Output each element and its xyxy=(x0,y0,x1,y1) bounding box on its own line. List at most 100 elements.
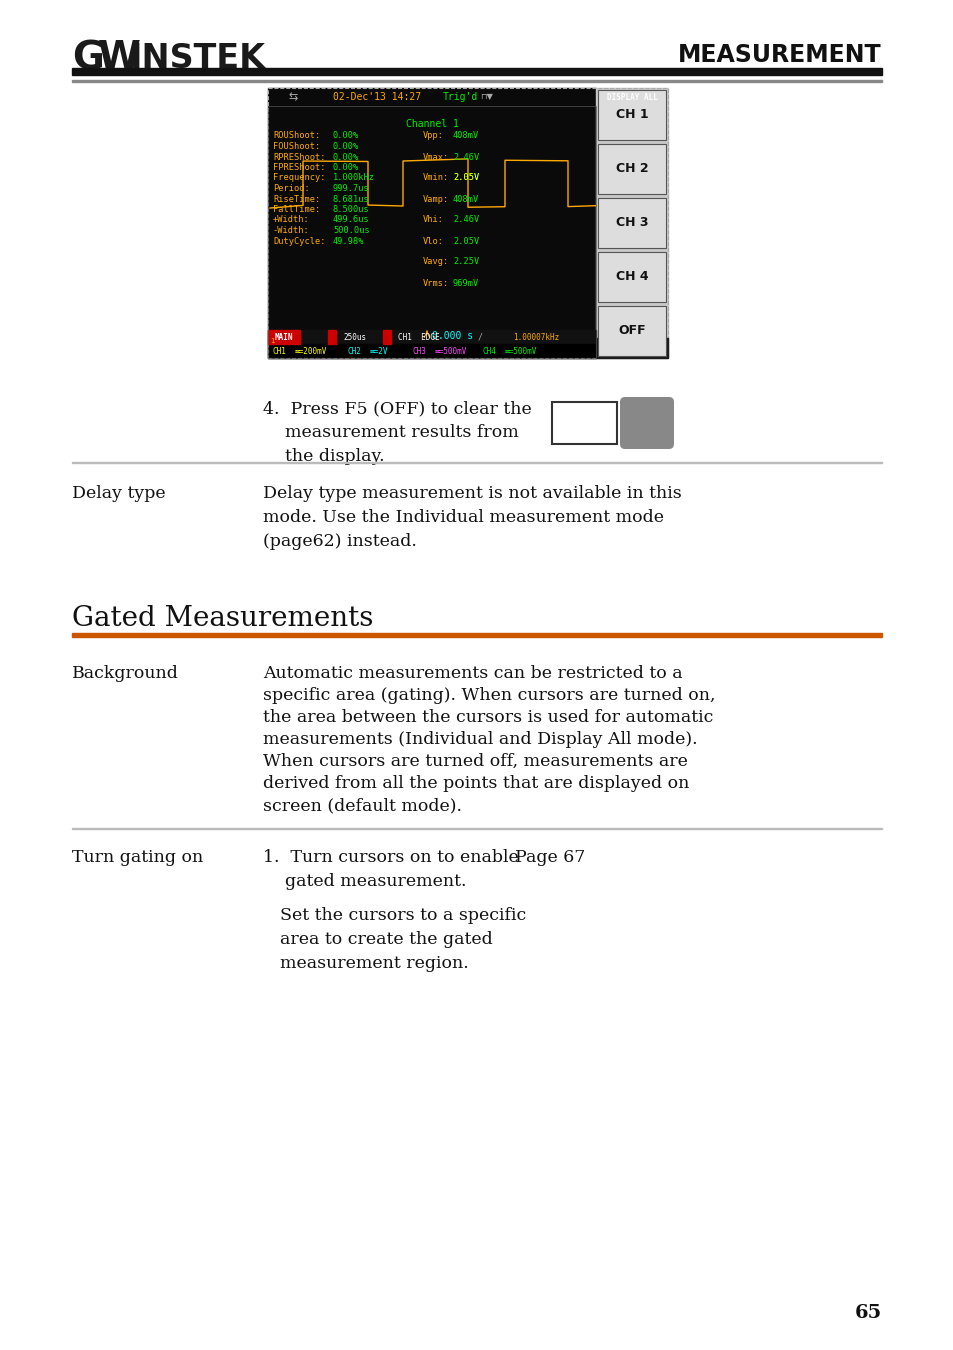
Text: 2.05V: 2.05V xyxy=(453,174,478,182)
Bar xyxy=(71,68,882,76)
Bar xyxy=(598,252,665,302)
Text: ROUShoot:: ROUShoot: xyxy=(273,131,320,140)
Text: ≡=500mV: ≡=500mV xyxy=(435,347,467,355)
Text: FallTime:: FallTime: xyxy=(273,205,320,215)
Text: CH 2: CH 2 xyxy=(615,162,648,176)
Text: FPREShoot:: FPREShoot: xyxy=(273,163,325,171)
Bar xyxy=(268,329,596,344)
Text: measurement results from: measurement results from xyxy=(263,424,518,441)
Text: 02-Dec'13 14:27: 02-Dec'13 14:27 xyxy=(333,92,420,103)
Text: area to create the gated: area to create the gated xyxy=(280,931,493,948)
Text: 8.681us: 8.681us xyxy=(333,194,370,204)
Text: CH2: CH2 xyxy=(348,347,361,355)
Text: /: / xyxy=(477,332,482,342)
Bar xyxy=(596,88,667,358)
Text: -Width:: -Width: xyxy=(273,225,310,235)
Text: 1.  Turn cursors on to enable: 1. Turn cursors on to enable xyxy=(263,849,518,865)
Text: 0.00%: 0.00% xyxy=(333,163,359,171)
Text: CH 4: CH 4 xyxy=(615,270,648,284)
Text: OFF: OFF xyxy=(618,324,645,338)
Text: mode. Use the Individual measurement mode: mode. Use the Individual measurement mod… xyxy=(263,509,663,526)
Text: 1.000kHz: 1.000kHz xyxy=(333,174,375,182)
Text: Vmin:: Vmin: xyxy=(422,174,449,182)
Text: Delay type: Delay type xyxy=(71,485,166,502)
Text: Set the cursors to a specific: Set the cursors to a specific xyxy=(280,907,526,923)
Text: MAIN: MAIN xyxy=(274,332,293,342)
Text: measurements (Individual and Display All mode).: measurements (Individual and Display All… xyxy=(263,730,697,748)
Text: Vlo:: Vlo: xyxy=(422,236,443,246)
Text: CH 3: CH 3 xyxy=(615,216,648,230)
Text: Delay type measurement is not available in this: Delay type measurement is not available … xyxy=(263,485,681,502)
Text: CH1  EDGE: CH1 EDGE xyxy=(397,332,439,342)
Text: ≡=500mV: ≡=500mV xyxy=(504,347,537,355)
Text: 0.00%: 0.00% xyxy=(333,142,359,151)
Text: Period:: Period: xyxy=(273,184,310,193)
Text: gated measurement.: gated measurement. xyxy=(263,873,466,890)
Text: the area between the cursors is used for automatic: the area between the cursors is used for… xyxy=(263,709,713,726)
Text: INSTEK: INSTEK xyxy=(130,42,266,74)
Text: Frequency:: Frequency: xyxy=(273,174,325,182)
Text: specific area (gating). When cursors are turned on,: specific area (gating). When cursors are… xyxy=(263,687,715,703)
Text: 2.25V: 2.25V xyxy=(453,258,478,266)
Text: G: G xyxy=(71,39,104,77)
Bar xyxy=(268,88,667,358)
Text: CH1: CH1 xyxy=(273,347,287,355)
Text: 1: 1 xyxy=(270,338,274,344)
Text: 2.05V: 2.05V xyxy=(453,236,478,246)
Text: Background: Background xyxy=(71,666,179,682)
Text: 250us: 250us xyxy=(343,332,366,342)
Text: measurement region.: measurement region. xyxy=(280,954,468,972)
Bar xyxy=(382,329,391,344)
Bar xyxy=(71,633,882,637)
Text: Vavg:: Vavg: xyxy=(422,258,449,266)
Bar xyxy=(268,88,596,358)
Text: 500.0us: 500.0us xyxy=(333,225,370,235)
Bar xyxy=(598,306,665,356)
FancyBboxPatch shape xyxy=(619,397,673,450)
Text: 8.500us: 8.500us xyxy=(333,205,370,215)
Text: 2.05V: 2.05V xyxy=(453,174,478,182)
Text: 2.46V: 2.46V xyxy=(453,153,478,162)
Text: DISPLAY ALL: DISPLAY ALL xyxy=(606,93,657,103)
Text: Vmax:: Vmax: xyxy=(422,153,449,162)
Text: CH4: CH4 xyxy=(482,347,497,355)
Text: Vamp:: Vamp: xyxy=(422,194,449,204)
Text: 49.98%: 49.98% xyxy=(333,236,364,246)
Text: Turn gating on: Turn gating on xyxy=(71,849,203,865)
Text: 2.46V: 2.46V xyxy=(453,216,478,224)
Text: Vpp:: Vpp: xyxy=(422,131,443,140)
Text: W: W xyxy=(98,39,141,77)
Text: 408mV: 408mV xyxy=(453,194,478,204)
Text: derived from all the points that are displayed on: derived from all the points that are dis… xyxy=(263,775,689,792)
Text: DutyCycle:: DutyCycle: xyxy=(273,236,325,246)
Bar xyxy=(598,198,665,248)
Bar xyxy=(268,107,596,358)
Text: (page62) instead.: (page62) instead. xyxy=(263,533,416,549)
Bar xyxy=(598,90,665,140)
Text: +Width:: +Width: xyxy=(273,216,310,224)
Text: screen (default mode).: screen (default mode). xyxy=(263,796,461,814)
Bar xyxy=(552,402,617,444)
Text: Page 67: Page 67 xyxy=(515,849,585,865)
Text: RPREShoot:: RPREShoot: xyxy=(273,153,325,162)
Text: Automatic measurements can be restricted to a: Automatic measurements can be restricted… xyxy=(263,666,682,682)
Text: the display.: the display. xyxy=(263,448,384,464)
Text: 65: 65 xyxy=(854,1304,882,1322)
Text: ⇆: ⇆ xyxy=(288,92,297,103)
Text: RiseTime:: RiseTime: xyxy=(273,194,320,204)
Text: When cursors are turned off, measurements are: When cursors are turned off, measurement… xyxy=(263,753,687,769)
Text: 0.00%: 0.00% xyxy=(333,131,359,140)
Text: 969mV: 969mV xyxy=(453,278,478,288)
Text: CH3: CH3 xyxy=(413,347,426,355)
Text: Trig'd: Trig'd xyxy=(442,92,477,103)
Bar xyxy=(596,338,667,358)
Bar xyxy=(71,80,882,82)
Text: 1.00007kHz: 1.00007kHz xyxy=(513,332,558,342)
Text: 0.000 s: 0.000 s xyxy=(432,331,473,342)
Text: Gated Measurements: Gated Measurements xyxy=(71,605,373,632)
Text: 499.6us: 499.6us xyxy=(333,216,370,224)
Bar xyxy=(328,329,335,344)
Text: ≡=2V: ≡=2V xyxy=(370,347,388,355)
Text: 999.7us: 999.7us xyxy=(333,184,370,193)
Bar xyxy=(268,344,596,358)
